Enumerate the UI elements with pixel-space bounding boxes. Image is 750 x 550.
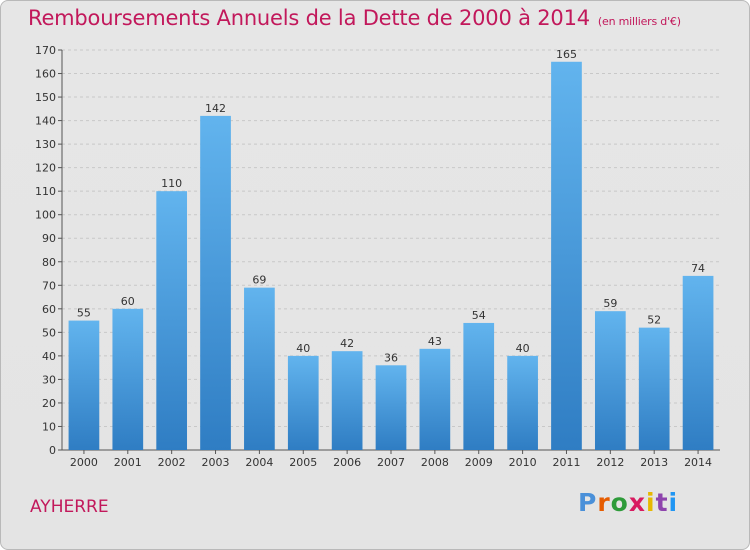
data-label: 36 <box>384 351 398 364</box>
chart-title: Remboursements Annuels de la Dette de 20… <box>28 6 681 30</box>
x-tick-label: 2004 <box>245 456 273 469</box>
data-label: 165 <box>556 48 577 61</box>
bar <box>463 322 495 450</box>
x-tick-label: 2008 <box>421 456 449 469</box>
x-tick-label: 2007 <box>377 456 405 469</box>
logo-letter: i <box>668 488 679 517</box>
x-tick-label: 2006 <box>333 456 361 469</box>
x-tick-label: 2009 <box>465 456 493 469</box>
data-label: 59 <box>603 297 617 310</box>
title-text: Remboursements Annuels de la Dette de 20… <box>28 6 590 30</box>
bar <box>200 115 231 450</box>
x-tick-label: 2014 <box>684 456 712 469</box>
bar <box>419 348 451 450</box>
bar <box>682 275 714 450</box>
logo-letter: i <box>646 488 656 517</box>
logo-letter: r <box>597 488 611 517</box>
logo-letter: x <box>628 488 646 517</box>
bar <box>638 327 670 450</box>
y-tick-label: 90 <box>42 232 56 245</box>
data-label: 52 <box>647 314 661 327</box>
y-tick-label: 60 <box>42 303 56 316</box>
logo-letter: P <box>578 488 598 517</box>
data-label: 110 <box>161 177 182 190</box>
commune-name: AYHERRE <box>30 497 109 517</box>
y-tick-label: 50 <box>42 326 56 339</box>
y-tick-label: 140 <box>35 115 56 128</box>
x-tick-label: 2003 <box>202 456 230 469</box>
x-tick-label: 2000 <box>70 456 98 469</box>
logo-letter: t <box>655 488 669 517</box>
y-tick-label: 10 <box>42 420 56 433</box>
y-tick-label: 30 <box>42 373 56 386</box>
y-tick-label: 170 <box>35 44 56 57</box>
y-tick-label: 40 <box>42 350 56 363</box>
data-label: 74 <box>691 262 705 275</box>
data-label: 42 <box>340 337 354 350</box>
proxiti-logo: Proxiti <box>578 488 678 517</box>
bar <box>287 355 319 450</box>
x-tick-label: 2012 <box>596 456 624 469</box>
bar <box>551 61 582 450</box>
bar <box>244 287 275 450</box>
bar <box>594 311 626 450</box>
y-tick-label: 70 <box>42 279 56 292</box>
logo-letter: o <box>610 488 629 517</box>
x-tick-label: 2001 <box>114 456 142 469</box>
data-label: 60 <box>121 295 135 308</box>
y-tick-label: 130 <box>35 138 56 151</box>
x-tick-label: 2005 <box>289 456 317 469</box>
y-tick-label: 160 <box>35 68 56 81</box>
y-tick-label: 80 <box>42 256 56 269</box>
bar <box>112 308 144 450</box>
x-tick-label: 2011 <box>552 456 580 469</box>
bar <box>507 355 538 450</box>
y-tick-label: 110 <box>35 185 56 198</box>
y-tick-label: 0 <box>49 444 56 457</box>
bar <box>156 191 188 451</box>
bar <box>331 351 363 450</box>
chart-subtitle: (en milliers d'€) <box>597 15 681 28</box>
data-label: 40 <box>516 342 530 355</box>
data-label: 54 <box>472 309 486 322</box>
bar <box>68 320 100 450</box>
data-label: 43 <box>428 335 442 348</box>
y-tick-label: 120 <box>35 162 56 175</box>
data-label: 142 <box>205 102 226 115</box>
y-tick-label: 100 <box>35 209 56 222</box>
x-tick-label: 2013 <box>640 456 668 469</box>
bar <box>375 365 407 450</box>
data-label: 40 <box>296 342 310 355</box>
data-label: 69 <box>252 274 266 287</box>
y-tick-label: 20 <box>42 397 56 410</box>
x-tick-label: 2010 <box>509 456 537 469</box>
x-tick-label: 2002 <box>158 456 186 469</box>
data-label: 55 <box>77 307 91 320</box>
y-tick-label: 150 <box>35 91 56 104</box>
